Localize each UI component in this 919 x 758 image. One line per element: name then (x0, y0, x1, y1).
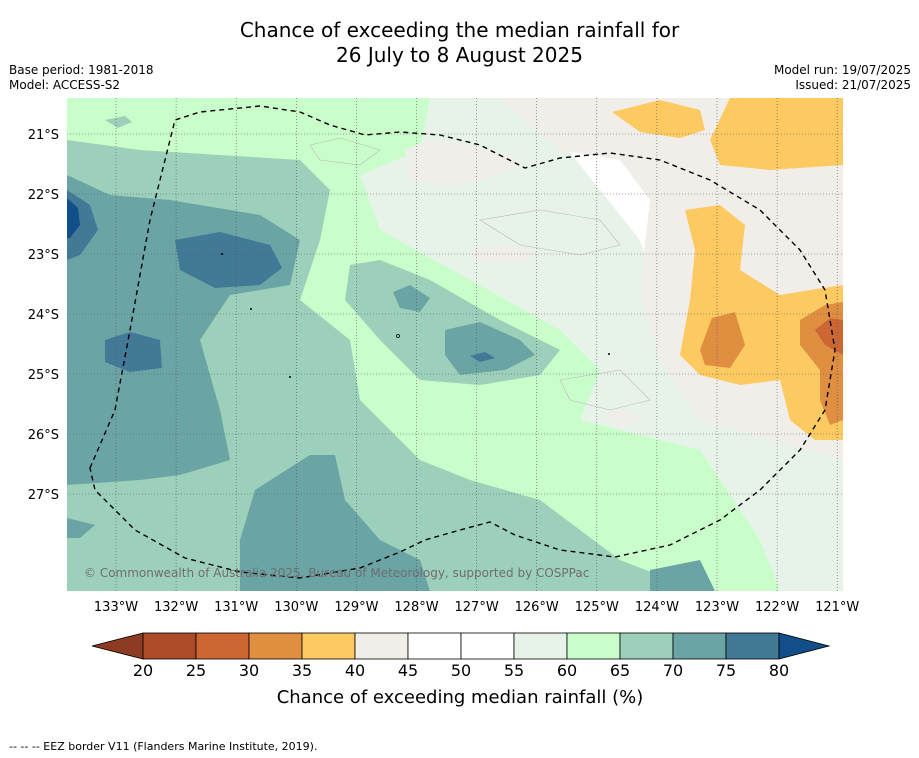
contour-fill (67, 98, 843, 591)
copyright-text: © Commonwealth of Australia 2025, Bureau… (84, 566, 589, 580)
longitude-label: 128°W (394, 600, 438, 615)
longitude-label: 124°W (635, 600, 679, 615)
colorbar-bin (354, 632, 409, 660)
longitude-label: 121°W (815, 600, 859, 615)
latitude-label: 21°S (28, 128, 59, 143)
eez-footnote: -- -- -- EEZ border V11 (Flanders Marine… (9, 740, 318, 753)
title-line-2: 26 July to 8 August 2025 (336, 43, 583, 67)
model-label: Model: ACCESS-S2 (9, 78, 121, 92)
colorbar-tick-label: 45 (398, 661, 418, 680)
colorbar-tick-label: 80 (769, 661, 789, 680)
latitude-label: 25°S (28, 368, 59, 383)
latitude-labels: 21°S 22°S 23°S 24°S 25°S 26°S 27°S (28, 128, 59, 503)
colorbar-tick-label: 20 (133, 661, 153, 680)
colorbar-tick-label: 50 (451, 661, 471, 680)
longitude-label: 123°W (695, 600, 739, 615)
meta-right: Model run: 19/07/2025 Issued: 21/07/2025 (774, 63, 911, 93)
meta-left: Base period: 1981-2018 Model: ACCESS-S2 (9, 63, 154, 93)
colorbar-bin (195, 632, 250, 660)
colorbar-bin (725, 632, 780, 660)
colorbar-tick-label: 40 (345, 661, 365, 680)
colorbar-extend-low (91, 632, 144, 660)
longitude-label: 125°W (575, 600, 619, 615)
colorbar-bin (407, 632, 462, 660)
colorbar-tick-label: 60 (557, 661, 577, 680)
issued-label: Issued: 21/07/2025 (795, 78, 911, 92)
latitude-label: 26°S (28, 428, 59, 443)
longitude-label: 131°W (214, 600, 258, 615)
island (250, 308, 252, 310)
latitude-label: 23°S (28, 248, 59, 263)
colorbar-tick-label: 70 (663, 661, 683, 680)
island (289, 376, 291, 378)
island (221, 253, 223, 255)
colorbar-bin (301, 632, 356, 660)
colorbar-bin (566, 632, 621, 660)
colorbar-bin (248, 632, 303, 660)
island (608, 353, 610, 355)
longitude-label: 129°W (334, 600, 378, 615)
colorbar-tick-label: 65 (610, 661, 630, 680)
base-period-label: Base period: 1981-2018 (9, 63, 154, 77)
colorbar-label: Chance of exceeding median rainfall (%) (277, 687, 644, 708)
colorbar-bin (460, 632, 515, 660)
contour-lines (309, 137, 651, 411)
latitude-label: 24°S (28, 308, 59, 323)
title-line-1: Chance of exceeding the median rainfall … (239, 18, 680, 42)
longitude-label: 126°W (515, 600, 559, 615)
eez-border (89, 105, 836, 579)
colorbar-tick-label: 35 (292, 661, 312, 680)
chart-title: Chance of exceeding the median rainfall … (0, 18, 919, 68)
colorbar-bin (619, 632, 674, 660)
longitude-labels: 133°W 132°W 131°W 130°W 129°W 128°W 127°W 126°W… (94, 600, 860, 615)
colorbar-tick-label: 30 (239, 661, 259, 680)
model-run-label: Model run: 19/07/2025 (773, 63, 911, 77)
colorbar-bin (142, 632, 197, 660)
island (396, 334, 400, 338)
graticule (67, 98, 843, 591)
latitude-label: 22°S (28, 188, 59, 203)
colorbar-extend-high (778, 632, 831, 660)
colorbar-tick-label: 25 (186, 661, 206, 680)
latitude-label: 27°S (28, 488, 59, 503)
colorbar-tick-label: 55 (504, 661, 524, 680)
longitude-label: 127°W (455, 600, 499, 615)
longitude-label: 133°W (94, 600, 138, 615)
colorbar-tick-label: 75 (716, 661, 736, 680)
colorbar: 20 25 30 35 40 45 50 55 60 65 70 75 80 (91, 632, 831, 680)
longitude-label: 130°W (274, 600, 318, 615)
colorbar-bin (513, 632, 568, 660)
colorbar-bin (672, 632, 727, 660)
longitude-label: 122°W (755, 600, 799, 615)
longitude-label: 132°W (154, 600, 198, 615)
